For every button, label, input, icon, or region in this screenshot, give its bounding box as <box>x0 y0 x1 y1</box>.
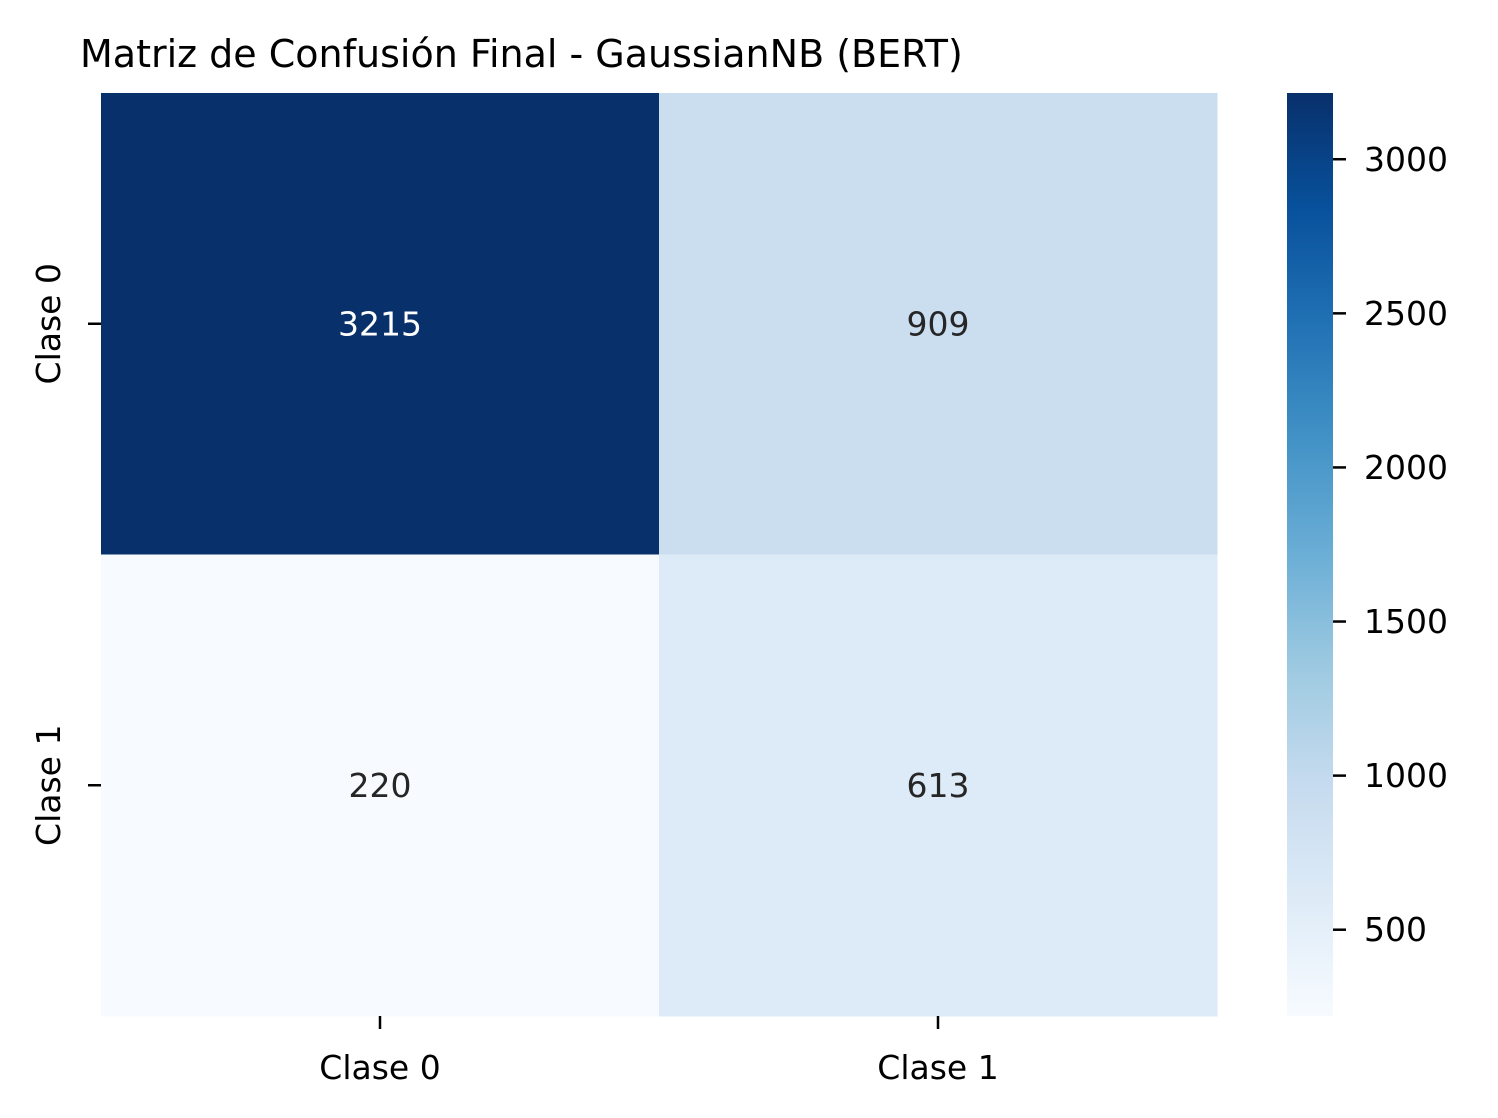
colorbar-tick-label: 1000 <box>1364 756 1448 795</box>
y-axis: Clase 0 Clase 1 <box>29 263 101 846</box>
colorbar-ticks: 500 1000 1500 2000 2500 3000 <box>1333 140 1448 949</box>
heatmap-cell <box>659 93 1218 555</box>
x-tick-label: Clase 1 <box>877 1048 998 1087</box>
heatmap-cells: 3215 909 220 613 <box>101 93 1218 1017</box>
cell-value-label: 220 <box>349 766 412 805</box>
y-tick-label: Clase 0 <box>29 263 68 384</box>
x-axis: Clase 0 Clase 1 <box>319 1016 999 1087</box>
heatmap-cell <box>101 554 660 1017</box>
colorbar-tick-label: 500 <box>1364 910 1427 949</box>
colorbar <box>1287 93 1333 1016</box>
y-tick-label: Clase 1 <box>29 725 68 846</box>
cell-value-label: 613 <box>907 766 970 805</box>
colorbar-tick-label: 1500 <box>1364 602 1448 641</box>
heatmap-cell <box>659 554 1218 1017</box>
chart-title: Matriz de Confusión Final - GaussianNB (… <box>80 32 963 76</box>
colorbar-tick-label: 2000 <box>1364 448 1448 487</box>
cell-value-label: 909 <box>907 304 970 343</box>
x-tick-label: Clase 0 <box>319 1048 440 1087</box>
cell-value-label: 3215 <box>338 304 422 343</box>
colorbar-tick-label: 3000 <box>1364 140 1448 179</box>
colorbar-tick-label: 2500 <box>1364 294 1448 333</box>
heatmap-cell <box>101 93 660 555</box>
